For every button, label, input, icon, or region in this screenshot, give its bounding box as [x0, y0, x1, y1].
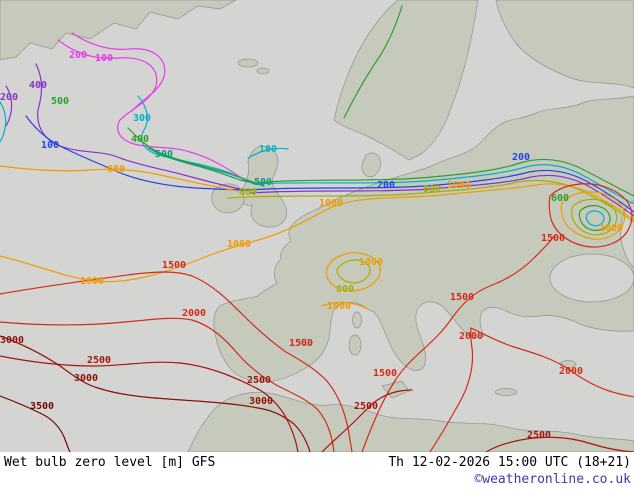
contour-path: [0, 165, 239, 192]
landmasses: [0, 0, 634, 452]
contour-path: [0, 271, 353, 452]
land-island-small: [256, 67, 270, 75]
land-denmark: [361, 152, 381, 178]
contour-label: 3000: [249, 396, 273, 407]
map-title: Wet bulb zero level [m] GFS: [4, 455, 216, 470]
contour-label: 3000: [0, 335, 24, 346]
contour-label: 2500: [87, 355, 111, 366]
contour-path: [0, 317, 335, 452]
contour-lines: [0, 5, 634, 452]
contour-path: [57, 39, 247, 182]
contour-label: 100: [259, 144, 277, 155]
contour-label: 1000: [447, 180, 471, 191]
land-greenland: [0, 0, 237, 61]
contour-path: [0, 101, 7, 143]
contour-path: [560, 191, 626, 240]
contour-path: [35, 63, 245, 191]
contour-label: 500: [155, 149, 173, 160]
contour-label: 100: [41, 140, 59, 151]
contour-label: 1000: [227, 239, 251, 250]
land-crete: [494, 388, 518, 396]
contour-path: [325, 252, 381, 292]
contour-label: 3500: [30, 401, 54, 412]
contour-label: 100: [95, 53, 113, 64]
contour-label: 1000: [80, 276, 104, 287]
contour-label: 200: [0, 92, 18, 103]
contour-path: [485, 436, 634, 452]
contour-label: 1500: [373, 368, 397, 379]
contour-path: [247, 169, 634, 213]
contour-label: 400: [131, 134, 149, 145]
contour-path: [137, 95, 255, 185]
contour-path: [361, 235, 555, 452]
contour-path: [321, 389, 413, 452]
contour-label: 600: [107, 164, 125, 175]
contour-path: [25, 115, 249, 191]
contour-label: 2000: [459, 331, 483, 342]
contour-path: [147, 147, 265, 187]
contour-path: [343, 5, 403, 119]
contour-label: 2000: [559, 366, 583, 377]
contour-label: 3000: [74, 373, 98, 384]
map-datetime: Th 12-02-2026 15:00 UTC (18+21): [388, 455, 631, 470]
contour-label: 2500: [247, 375, 271, 386]
contour-path: [71, 32, 166, 112]
contour-label: 200: [69, 50, 87, 61]
land-north-africa: [187, 391, 634, 452]
contour-path: [548, 183, 633, 248]
contour-path: [127, 127, 257, 184]
land-balearics: [299, 338, 313, 346]
contour-path: [0, 335, 311, 452]
black-sea: [549, 253, 634, 303]
contour-path: [571, 198, 618, 236]
contour-label: 2500: [527, 430, 551, 441]
contour-label: 1500: [541, 233, 565, 244]
land-iceland: [237, 58, 259, 68]
contour-path: [585, 210, 605, 227]
contour-path: [578, 205, 611, 231]
footer-bar: Wet bulb zero level [m] GFS Th 12-02-202…: [0, 452, 634, 490]
contour-label: 200: [512, 152, 530, 163]
contour-path: [255, 158, 634, 197]
land-scandinavia: [333, 0, 479, 161]
contour-path: [0, 355, 299, 452]
contour-path: [247, 147, 289, 159]
contour-label: 800: [336, 284, 354, 295]
contour-path: [253, 164, 634, 205]
contour-path: [429, 327, 634, 452]
contour-path: [321, 301, 369, 310]
contour-path: [5, 85, 13, 127]
contour-label: 400: [29, 80, 47, 91]
land-europe-mainland: [213, 95, 634, 383]
land-russia-north: [495, 0, 634, 89]
contour-label: 600: [551, 193, 569, 204]
contour-label: 1500: [450, 292, 474, 303]
contour-label: 800: [423, 184, 441, 195]
contour-path: [227, 179, 634, 223]
contour-label: 1000: [599, 223, 623, 234]
contour-label: 1000: [359, 257, 383, 268]
contour-path: [336, 259, 371, 284]
contour-label: 500: [254, 177, 272, 188]
contour-label: 2000: [182, 308, 206, 319]
land-corsica: [352, 311, 362, 329]
contour-label: 1000: [327, 301, 351, 312]
contour-label: 1500: [289, 338, 313, 349]
contour-label: 1000: [319, 198, 343, 209]
land-sardinia: [348, 334, 362, 356]
contour-label: 200: [377, 180, 395, 191]
contour-path: [249, 174, 634, 217]
contour-label: 2500: [354, 401, 378, 412]
contour-label: 300: [133, 113, 151, 124]
copyright-link[interactable]: ©weatheronline.co.uk: [474, 472, 631, 487]
contour-label: 500: [51, 96, 69, 107]
contour-label: 800: [239, 187, 257, 198]
contour-label: 1500: [162, 260, 186, 271]
contour-path: [0, 395, 71, 452]
